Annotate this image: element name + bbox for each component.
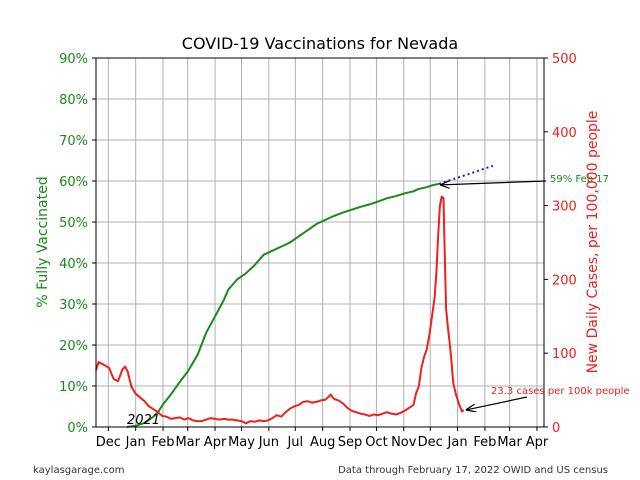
x-tick-label: Feb (473, 435, 496, 450)
x-tick-label: Oct (365, 435, 387, 450)
footer-right: Data through February 17, 2022 OWID and … (338, 465, 608, 476)
chart-title: COVID-19 Vaccinations for Nevada (182, 34, 458, 53)
x-tick-label: Mar (497, 435, 522, 450)
annotations: 59% Feb 17 23.3 cases per 100k people (441, 174, 630, 410)
x-tick-label: Dec (96, 435, 121, 450)
y-left-tick-label: 10% (59, 380, 88, 395)
plot-frame (95, 57, 545, 428)
x-tick-label: Sep (338, 435, 363, 450)
x-tick-label: Jun (258, 435, 279, 450)
y-left-tick-label: 0% (67, 421, 88, 436)
y-left-tick-label: 40% (59, 257, 88, 272)
x-tick-label: Apr (204, 435, 227, 450)
annotation-arrow-cases (467, 396, 528, 410)
y-left-tick-label: 80% (59, 93, 88, 108)
y-right-label: New Daily Cases, per 100,000 people (585, 111, 601, 374)
y-left-tick-label: 90% (59, 52, 88, 67)
annotation-vaccinated: 59% Feb 17 (550, 174, 609, 185)
series-line-0 (126, 182, 440, 428)
series-layer (95, 164, 494, 428)
annotation-arrow-vaccinated (441, 180, 547, 185)
y-left-tick-label: 70% (59, 134, 88, 149)
x-tick-label: Feb (152, 435, 175, 450)
year-label: 2021 (127, 413, 160, 428)
x-tick-label: Nov (391, 435, 417, 450)
x-tick-label: May (228, 435, 255, 450)
y-right-tick-label: 0 (552, 421, 560, 436)
axes: 0% 10% 20% 30% 40% 50% 60% 70% 80% 90% 0 100 200 300 4… (59, 52, 577, 450)
x-tick-label: Jul (286, 435, 303, 450)
y-left-tick-label: 60% (59, 175, 88, 190)
grid (96, 57, 544, 428)
y-left-tick-label: 50% (59, 216, 88, 231)
x-tick-label: Jan (125, 435, 146, 450)
y-right-tick-label: 500 (552, 52, 577, 67)
y-left-tick-label: 20% (59, 339, 88, 354)
annotation-cases: 23.3 cases per 100k people (491, 386, 630, 397)
y-right-tick-label: 300 (552, 200, 577, 215)
x-tick-label: Jan (447, 435, 468, 450)
series-line-2 (95, 195, 465, 425)
x-tick-label: Dec (418, 435, 443, 450)
y-right-tick-label: 100 (552, 347, 577, 362)
footer-left: kaylasgarage.com (33, 465, 125, 476)
y-right-tick-label: 200 (552, 273, 577, 288)
y-left-label: % Fully Vaccinated (35, 176, 51, 307)
x-tick-label: Aug (310, 435, 335, 450)
x-tick-label: Apr (526, 435, 549, 450)
x-tick-label: Mar (175, 435, 200, 450)
y-right-tick-label: 400 (552, 126, 577, 141)
y-left-tick-label: 30% (59, 298, 88, 313)
